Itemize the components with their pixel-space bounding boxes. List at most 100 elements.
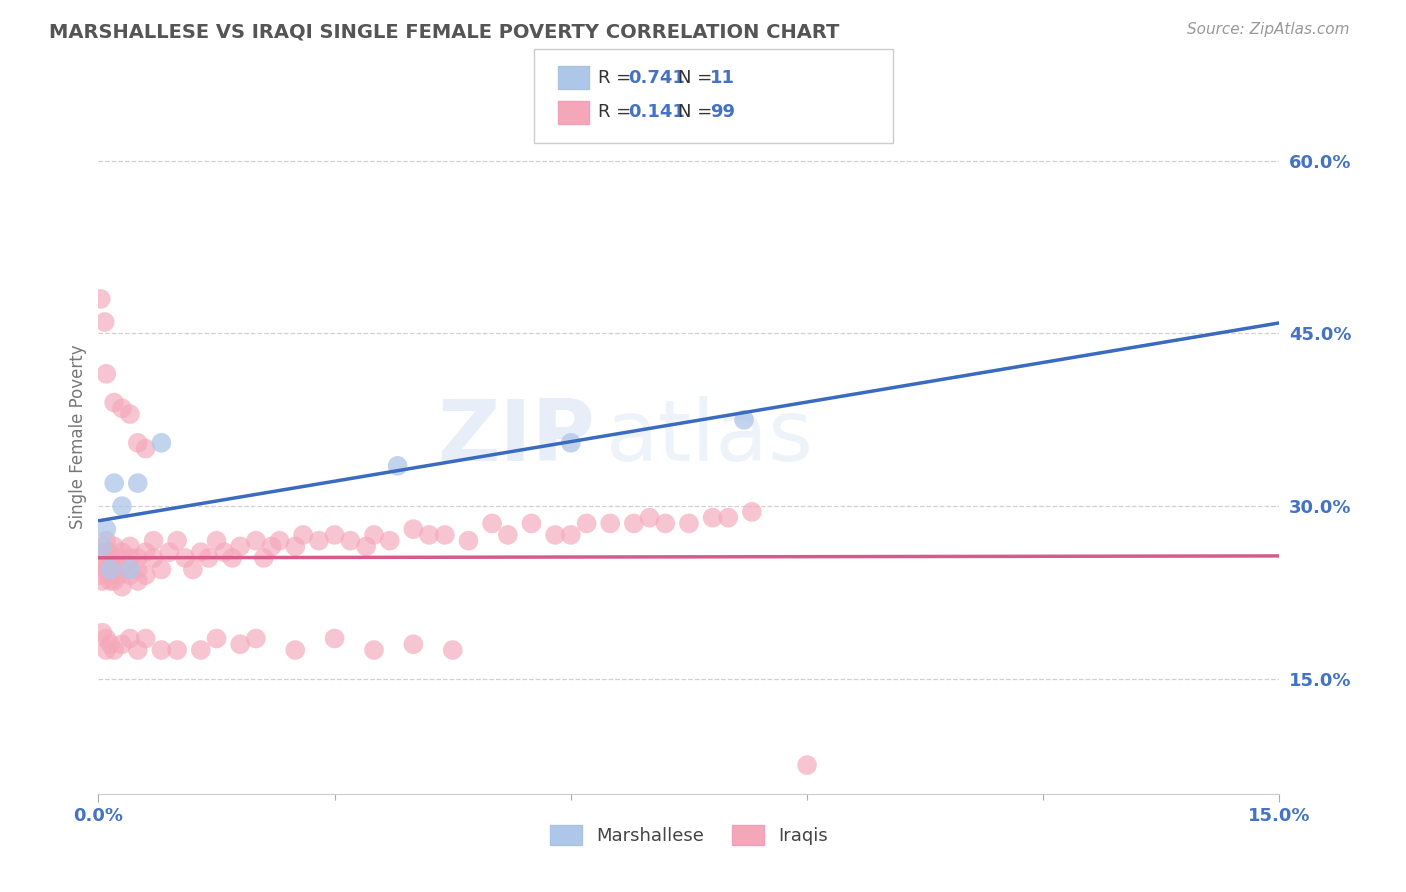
Point	[96, 643, 118, 657]
Point	[292, 528, 315, 542]
Text: Source: ZipAtlas.com: Source: ZipAtlas.com	[1187, 22, 1350, 37]
Point	[118, 562, 141, 576]
Point	[91, 574, 114, 588]
Point	[98, 550, 121, 565]
Point	[221, 550, 243, 565]
Text: R =: R =	[598, 103, 637, 121]
Point	[284, 540, 307, 554]
Point	[135, 568, 157, 582]
Point	[560, 528, 582, 542]
Point	[253, 550, 276, 565]
Point	[339, 533, 361, 548]
Text: atlas: atlas	[606, 395, 814, 479]
Point	[127, 562, 149, 576]
Point	[181, 562, 204, 576]
Point	[560, 435, 582, 450]
Point	[197, 550, 219, 565]
Point	[127, 435, 149, 450]
Point	[101, 568, 124, 582]
Point	[245, 632, 267, 646]
Point	[190, 643, 212, 657]
Point	[174, 550, 197, 565]
Point	[98, 637, 121, 651]
Point	[93, 315, 115, 329]
Point	[441, 643, 464, 657]
Point	[111, 545, 134, 559]
Point	[741, 505, 763, 519]
Point	[496, 528, 519, 542]
Point	[520, 516, 543, 531]
Point	[103, 557, 125, 571]
Point	[575, 516, 598, 531]
Point	[214, 545, 236, 559]
Point	[363, 643, 385, 657]
Point	[98, 562, 121, 576]
Point	[118, 540, 141, 554]
Point	[654, 516, 676, 531]
Point	[107, 568, 129, 582]
Point	[111, 580, 134, 594]
Point	[103, 540, 125, 554]
Point	[111, 637, 134, 651]
Point	[354, 540, 377, 554]
Point	[96, 522, 118, 536]
Point	[135, 545, 157, 559]
Point	[378, 533, 401, 548]
Point	[91, 625, 114, 640]
Point	[127, 550, 149, 565]
Point	[402, 522, 425, 536]
Point	[93, 557, 115, 571]
Text: 0.141: 0.141	[628, 103, 685, 121]
Point	[205, 632, 228, 646]
Point	[733, 413, 755, 427]
Point	[107, 550, 129, 565]
Point	[166, 533, 188, 548]
Y-axis label: Single Female Poverty: Single Female Poverty	[69, 345, 87, 529]
Text: ZIP: ZIP	[437, 395, 595, 479]
Point	[623, 516, 645, 531]
Point	[481, 516, 503, 531]
Point	[90, 568, 112, 582]
Point	[269, 533, 291, 548]
Text: R =: R =	[598, 69, 637, 87]
Point	[190, 545, 212, 559]
Point	[127, 476, 149, 491]
Point	[96, 562, 118, 576]
Point	[387, 458, 409, 473]
Point	[599, 516, 621, 531]
Point	[457, 533, 479, 548]
Point	[150, 643, 173, 657]
Point	[166, 643, 188, 657]
Point	[433, 528, 456, 542]
Point	[229, 637, 252, 651]
Point	[150, 562, 173, 576]
Point	[89, 550, 111, 565]
Text: N =: N =	[678, 103, 717, 121]
Point	[229, 540, 252, 554]
Point	[135, 442, 157, 456]
Point	[402, 637, 425, 651]
Point	[702, 510, 724, 524]
Point	[103, 574, 125, 588]
Point	[96, 367, 118, 381]
Point	[260, 540, 283, 554]
Point	[717, 510, 740, 524]
Point	[91, 545, 114, 559]
Point	[118, 407, 141, 421]
Point	[111, 499, 134, 513]
Point	[363, 528, 385, 542]
Point	[118, 550, 141, 565]
Point	[91, 540, 114, 554]
Point	[103, 395, 125, 409]
Text: 99: 99	[710, 103, 735, 121]
Point	[96, 533, 118, 548]
Point	[150, 435, 173, 450]
Text: 11: 11	[710, 69, 735, 87]
Point	[142, 533, 165, 548]
Point	[245, 533, 267, 548]
Point	[205, 533, 228, 548]
Point	[98, 574, 121, 588]
Point	[118, 632, 141, 646]
Point	[127, 574, 149, 588]
Point	[678, 516, 700, 531]
